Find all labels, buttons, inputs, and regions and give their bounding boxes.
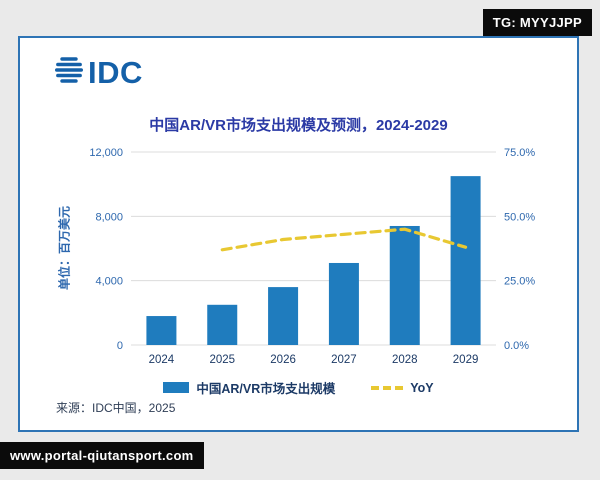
svg-text:2026: 2026 [270,354,296,366]
idc-globe-icon [54,55,84,90]
svg-text:25.0%: 25.0% [504,276,535,288]
idc-logo: IDC [54,55,143,90]
source-note: 来源：IDC中国，2025 [56,401,176,415]
svg-text:12,000: 12,000 [89,147,123,159]
bar-legend-label: 中国AR/VR市场支出规模 [196,382,336,396]
chart-card: IDC 中国AR/VR市场支出规模及预测，2024-2029 单位：百万美元 0… [18,36,579,432]
chart-area: 单位：百万美元 0 4,000 8,000 12,000 0.0% 25.0% 50.0% 7… [40,140,565,390]
svg-text:0: 0 [117,340,123,352]
chart-title: 中国AR/VR市场支出规模及预测，2024-2029 [149,117,448,134]
legend-item-bar: 中国AR/VR市场支出规模 [163,378,335,397]
svg-text:2029: 2029 [453,354,479,366]
svg-text:4,000: 4,000 [95,276,123,288]
svg-text:2028: 2028 [392,354,418,366]
left-axis-label: 单位：百万美元 [57,205,72,291]
svg-text:75.0%: 75.0% [504,147,535,159]
svg-text:2027: 2027 [331,354,357,366]
watermark-badge: www.portal-qiutansport.com [0,442,204,469]
svg-text:0.0%: 0.0% [504,340,529,352]
line-legend-label: YoY [410,380,434,395]
telegram-badge: TG: MYYJJPP [482,9,592,36]
chart-legend: 中国AR/VR市场支出规模 YoY [20,378,577,397]
svg-text:50.0%: 50.0% [504,211,535,223]
svg-text:2024: 2024 [149,354,175,366]
line-legend-swatch [371,385,404,390]
bar-legend-swatch [163,382,190,393]
svg-text:8,000: 8,000 [95,211,123,223]
idc-logo-text: IDC [88,55,143,90]
combo-chart: 0 4,000 8,000 12,000 0.0% 25.0% 50.0% 75.0% 2024… [89,147,535,366]
svg-text:2025: 2025 [209,354,235,366]
legend-item-line: YoY [371,380,434,395]
